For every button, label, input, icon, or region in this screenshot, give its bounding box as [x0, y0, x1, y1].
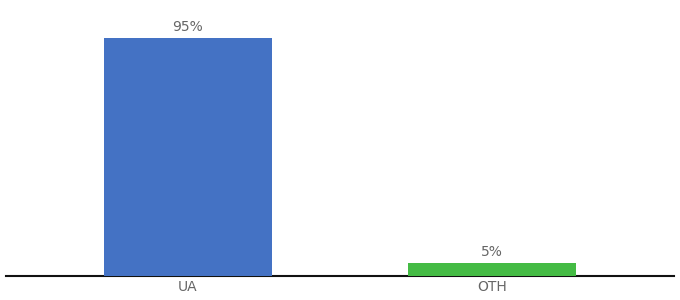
- Text: 5%: 5%: [481, 245, 503, 259]
- Bar: [409, 263, 576, 276]
- Text: 95%: 95%: [173, 20, 203, 34]
- Bar: [104, 38, 271, 276]
